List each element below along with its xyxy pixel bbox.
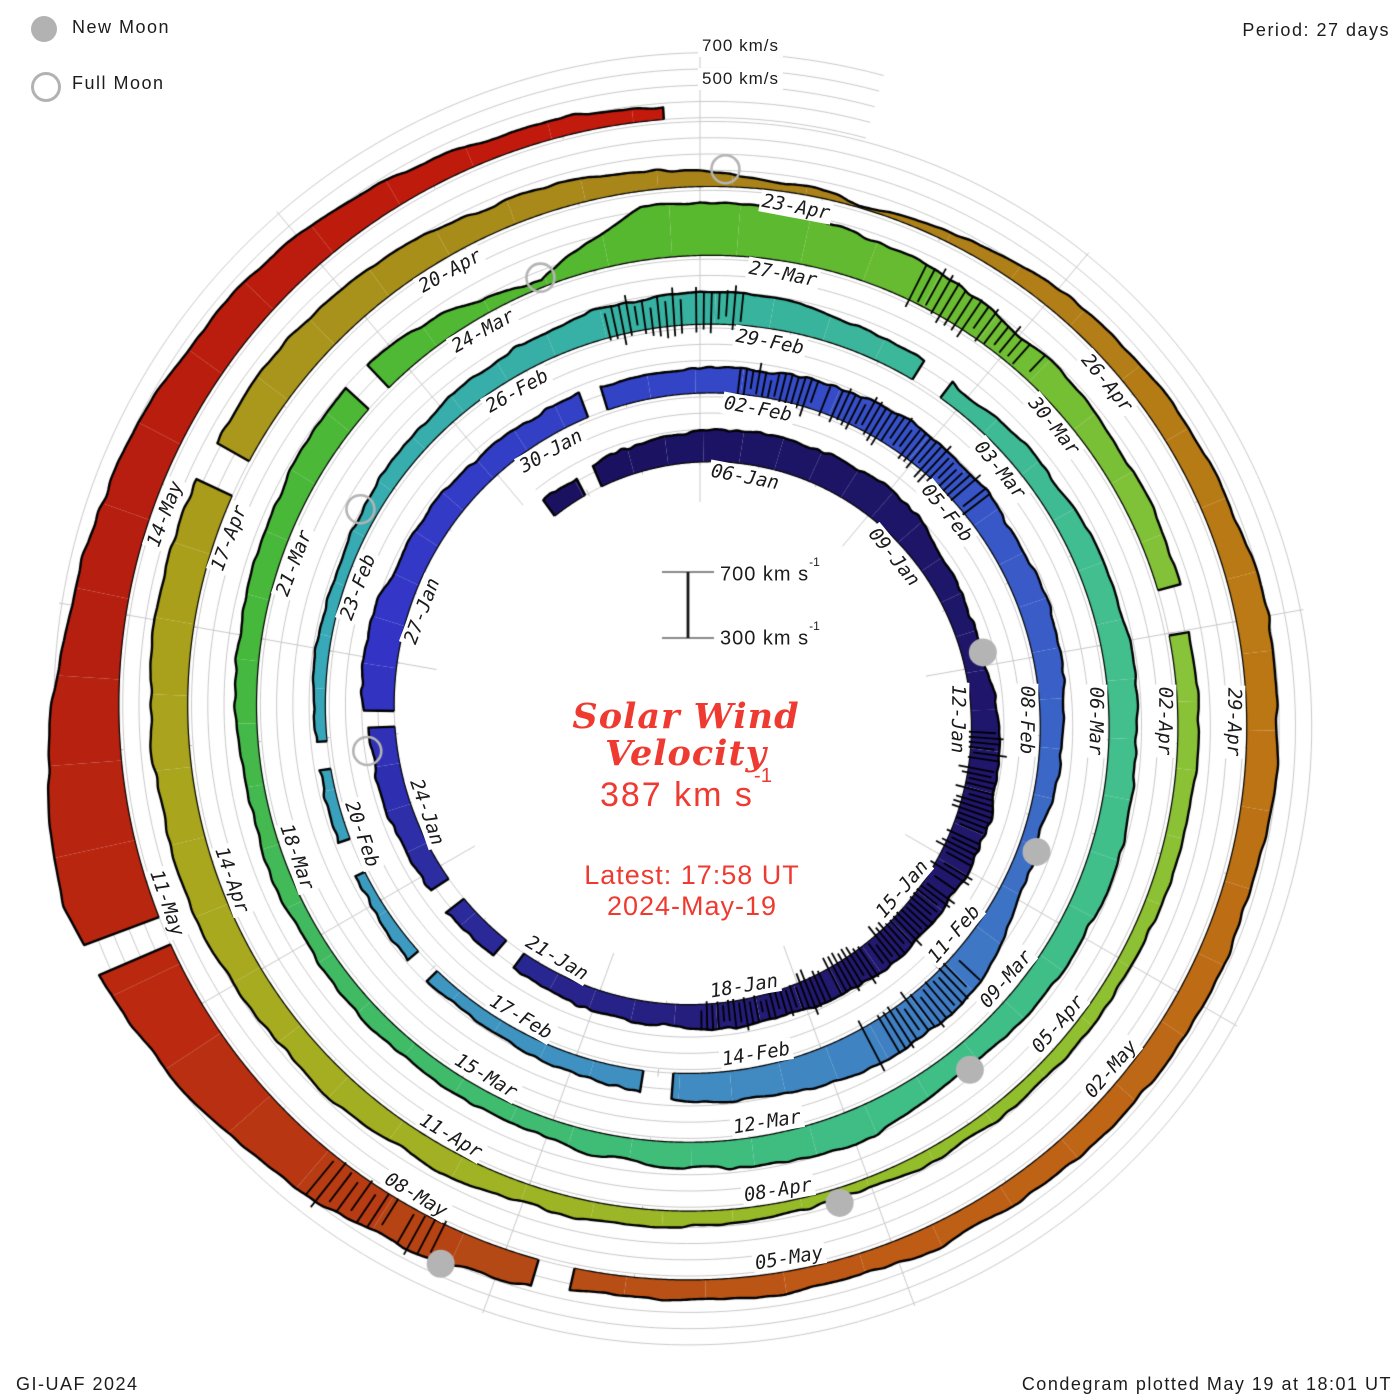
scalebar-top-exp: -1 (809, 555, 820, 570)
credit-label: GI-UAF 2024 (16, 1374, 139, 1394)
scalebar-bottom-text: 300 km s (720, 627, 810, 650)
current-velocity-exp: -1 (753, 765, 773, 788)
full-moon-icon (31, 72, 61, 102)
plotted-timestamp-label: Condegram plotted May 19 at 18:01 UT (1021, 1374, 1392, 1394)
current-velocity-text: 387 km s (599, 776, 754, 814)
scalebar-top-label: 700 km s-1 (720, 555, 820, 587)
scalebar-bottom-label: 300 km s-1 (720, 619, 820, 651)
chart-title: Solar Wind Velocity (572, 698, 799, 772)
date-tick-label: 12-Jan (946, 682, 970, 756)
outer-scale-700-label: 700 km/s (698, 35, 783, 57)
outer-scale-500-label: 500 km/s (698, 68, 783, 90)
period-label: Period: 27 days (1242, 20, 1390, 40)
date-tick-label: 06-Mar (1084, 684, 1108, 758)
scalebar-bottom-exp: -1 (809, 619, 820, 634)
date-tick-label: 08-Feb (1015, 683, 1039, 757)
chart-title-line1: Solar Wind (572, 696, 800, 737)
latest-time-line: Latest: 17:58 UT (584, 860, 800, 890)
latest-timestamp: Latest: 17:58 UT 2024-May-19 (584, 860, 800, 922)
chart-title-line2: Velocity (605, 733, 767, 774)
full-moon-legend-label: Full Moon (72, 73, 165, 93)
new-moon-legend-label: New Moon (72, 17, 171, 37)
latest-date-line: 2024-May-19 (606, 891, 778, 921)
date-tick-label: 29-Apr (1222, 685, 1246, 759)
current-velocity-value: 387 km s-1 (599, 765, 772, 815)
scalebar-top-text: 700 km s (720, 563, 810, 586)
date-tick-label: 02-Apr (1153, 684, 1177, 758)
new-moon-icon (31, 16, 57, 42)
